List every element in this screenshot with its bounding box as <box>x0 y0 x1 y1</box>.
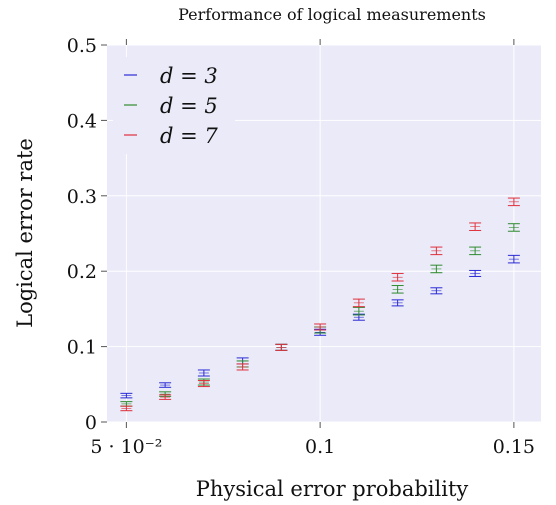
legend-label: d = 7 <box>160 124 218 148</box>
y-tick-label: 0.2 <box>67 261 97 283</box>
series-d3 <box>120 254 520 399</box>
data-point <box>159 382 172 388</box>
data-point <box>430 287 443 295</box>
y-axis-label: Logical error rate <box>13 138 37 328</box>
axis-ticks: 0 0.1 0.2 0.3 0.4 0.5 5 · 10⁻² 0.1 0.15 <box>67 35 535 458</box>
data-point <box>197 369 210 377</box>
data-point <box>391 272 404 282</box>
y-tick-label: 0.5 <box>67 35 97 57</box>
y-tick-label: 0.4 <box>67 110 97 132</box>
data-point <box>352 306 365 316</box>
legend: d = 3 d = 5 d = 7 <box>113 57 235 154</box>
x-tick-label: 0.15 <box>493 436 535 458</box>
x-tick-label: 0.1 <box>305 436 335 458</box>
data-layer <box>120 197 520 412</box>
chart-title: Performance of logical measurements <box>178 5 486 24</box>
data-point <box>469 246 482 256</box>
data-point <box>159 394 172 400</box>
data-point <box>469 269 482 277</box>
data-point <box>507 223 520 232</box>
data-point <box>352 298 365 308</box>
legend-label: d = 5 <box>160 94 218 118</box>
data-point <box>430 264 443 274</box>
data-point <box>391 285 404 294</box>
y-tick-label: 0.3 <box>67 186 97 208</box>
y-tick-label: 0 <box>85 412 97 434</box>
data-point <box>236 363 249 371</box>
data-point <box>120 392 133 399</box>
data-point <box>469 222 482 231</box>
series-d7 <box>120 197 520 412</box>
data-point <box>507 197 520 207</box>
grid <box>107 44 541 423</box>
data-point <box>507 254 520 264</box>
data-point <box>314 323 327 331</box>
series-d5 <box>120 223 520 407</box>
data-point <box>197 380 210 388</box>
legend-label: d = 3 <box>160 64 218 88</box>
data-point <box>275 343 288 351</box>
x-tick-label: 5 · 10⁻² <box>90 436 162 458</box>
y-tick-label: 0.1 <box>67 337 97 359</box>
data-point <box>391 299 404 307</box>
x-axis-label: Physical error probability <box>196 477 469 501</box>
data-point <box>120 405 133 412</box>
data-point <box>430 246 443 256</box>
